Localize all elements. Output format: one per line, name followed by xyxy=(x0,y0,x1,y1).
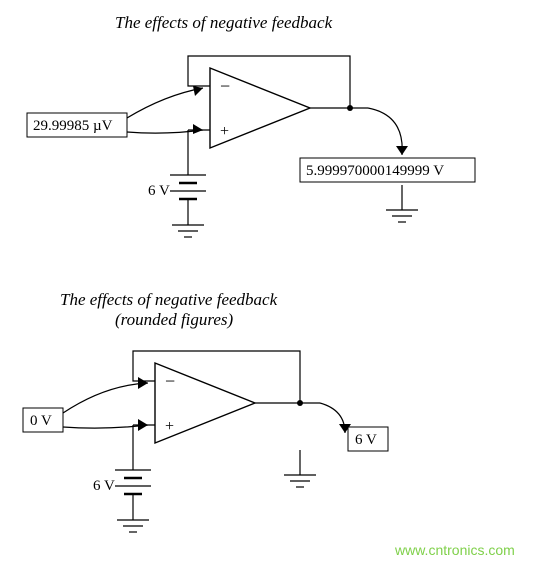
bottom-title: The effects of negative feedback xyxy=(60,290,278,309)
top-output-arrow xyxy=(368,108,408,155)
bottom-battery xyxy=(115,470,151,532)
svg-text:−: − xyxy=(220,76,230,96)
bottom-output-ground xyxy=(284,450,316,487)
bottom-source-label: 6 V xyxy=(93,478,115,494)
top-output-ground xyxy=(386,185,418,222)
top-output-value: 5.999970000149999 V xyxy=(306,163,444,179)
bottom-diff-value: 0 V xyxy=(30,413,52,429)
top-circuit: The effects of negative feedback − + 29.… xyxy=(27,13,475,237)
svg-text:+: + xyxy=(220,123,229,140)
bottom-subtitle: (rounded figures) xyxy=(115,310,234,329)
top-diff-value: 29.99985 µV xyxy=(33,118,113,134)
bottom-diff-arrows xyxy=(63,377,148,431)
svg-text:−: − xyxy=(165,371,175,391)
bottom-opamp: − + xyxy=(155,363,255,443)
watermark-text: www.cntronics.com xyxy=(394,542,515,558)
top-diff-arrows xyxy=(127,86,203,134)
top-opamp: − + xyxy=(210,68,310,148)
bottom-circuit: The effects of negative feedback (rounde… xyxy=(23,290,388,532)
svg-text:+: + xyxy=(165,418,174,435)
top-source-label: 6 V xyxy=(148,183,170,199)
bottom-output-arrow xyxy=(320,403,351,433)
top-title: The effects of negative feedback xyxy=(115,13,333,32)
circuit-diagram-canvas: The effects of negative feedback − + 29.… xyxy=(0,0,546,570)
bottom-output-value: 6 V xyxy=(355,432,377,448)
top-battery xyxy=(170,175,206,237)
